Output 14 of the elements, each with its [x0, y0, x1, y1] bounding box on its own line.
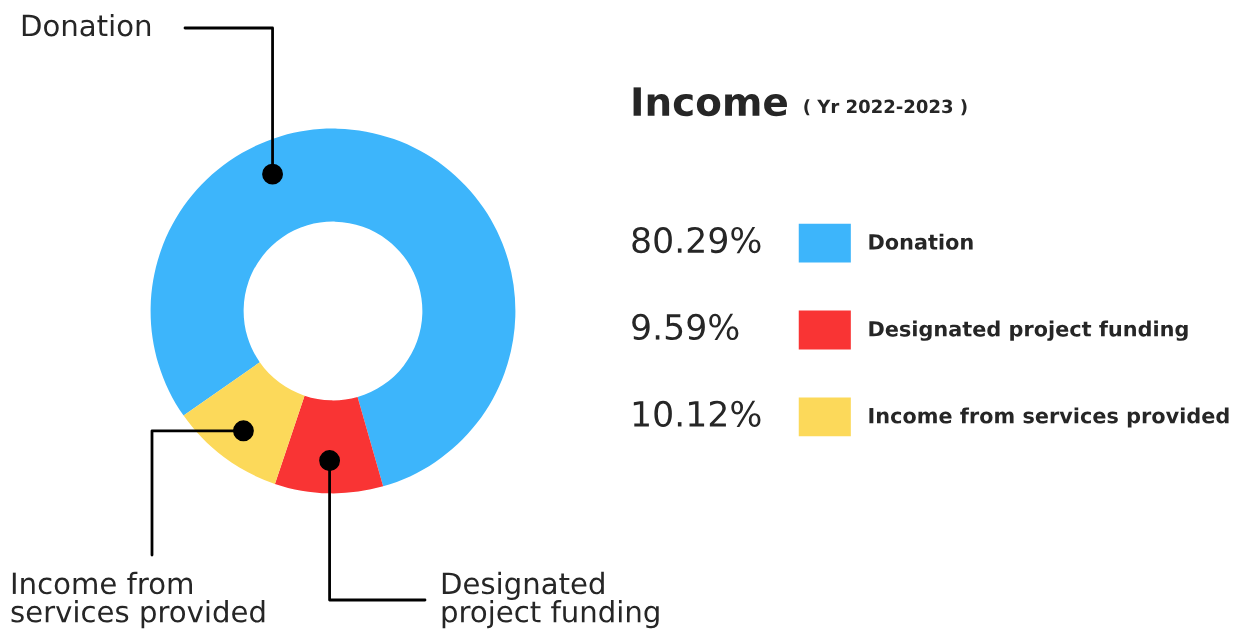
legend-label: Designated project funding: [869, 320, 1188, 341]
data-label: 10.12%: [633, 400, 761, 427]
slice-label: Donation: [22, 13, 151, 37]
donut-slice: [150, 128, 516, 487]
legend-label: Income from services provided: [869, 407, 1229, 428]
legend-label: Donation: [869, 233, 973, 250]
donut-slice: [183, 362, 305, 484]
data-label: 80.29%: [632, 226, 761, 254]
slice-label: Designated project funding: [442, 571, 659, 629]
slice-label: Income from services provided: [11, 571, 265, 629]
text: ( Yr 2022-2023 ): [804, 99, 967, 116]
data-label: 9.59%: [632, 313, 739, 341]
donut-slice: [274, 395, 384, 494]
text: Income: [633, 87, 787, 117]
